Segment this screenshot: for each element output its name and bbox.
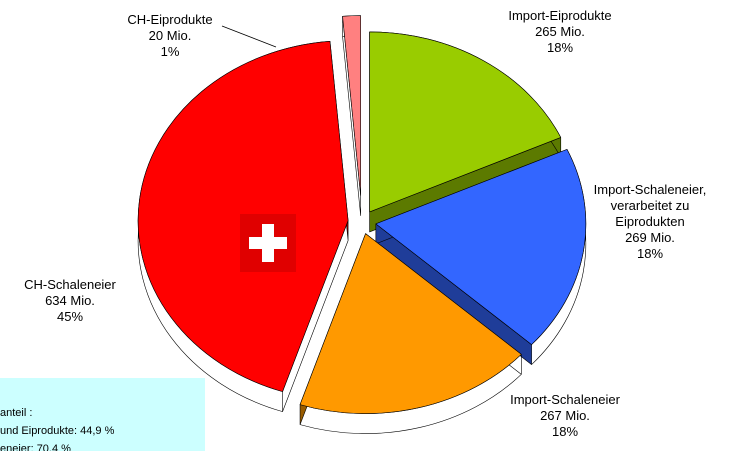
slice-label: CH-Schaleneier 634 Mio. 45% <box>10 277 130 325</box>
percent-label: 18% <box>551 424 579 439</box>
slice-label: Import-Eiprodukte 265 Mio. 18% <box>475 8 645 56</box>
flag-cross <box>249 237 287 249</box>
category-label: Import-Eiprodukte <box>508 8 612 23</box>
slice <box>342 15 361 196</box>
percent-label: 18% <box>636 246 664 261</box>
value-label: 267 Mio. <box>540 408 590 423</box>
leader-line <box>221 25 277 48</box>
category-label: CH-Eiprodukte <box>127 12 213 27</box>
value-label: 20 Mio. <box>148 28 192 43</box>
value-label: 265 Mio. <box>535 24 585 39</box>
annotation-box: anteil : und Eiprodukte: 44,9 % eneier: 70… <box>0 378 205 451</box>
value-label: 269 Mio. <box>625 230 675 245</box>
category-label: CH-Schaleneier <box>24 277 116 292</box>
slice <box>369 31 562 213</box>
percent-label: 45% <box>56 309 84 324</box>
annotation-line: anteil : <box>0 407 33 419</box>
annotation-line: und Eiprodukte: 44,9 % <box>0 425 115 437</box>
slice-label: Import-Schaleneier, verarbeitet zu Eipro… <box>585 182 715 262</box>
slice-label: CH-Eiprodukte 20 Mio. 1% <box>100 12 240 60</box>
percent-label: 18% <box>546 40 574 55</box>
category-label: Import-Schaleneier <box>510 392 620 407</box>
slice <box>375 149 587 345</box>
slice-label: Import-Schaleneier 267 Mio. 18% <box>490 392 640 440</box>
slice <box>299 233 522 414</box>
category-label: Import-Schaleneier, verarbeitet zu Eipro… <box>593 182 707 229</box>
annotation-line: eneier: 70,4 % <box>0 443 71 451</box>
value-label: 634 Mio. <box>45 293 95 308</box>
percent-label: 1% <box>160 44 180 59</box>
